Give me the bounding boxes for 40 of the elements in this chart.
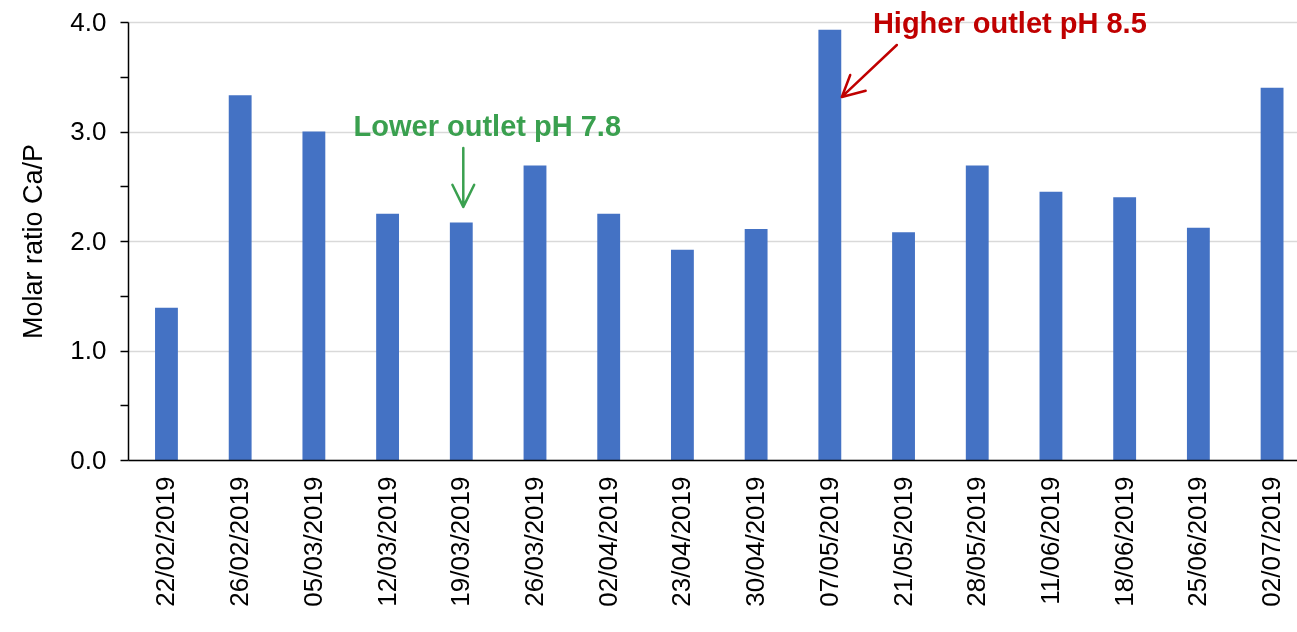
x-tick-label: 12/03/2019	[371, 476, 402, 607]
bar	[302, 131, 326, 460]
bar	[376, 213, 400, 460]
x-tick-label: 19/03/2019	[445, 476, 476, 607]
x-tick-label: 23/04/2019	[666, 476, 697, 607]
y-tick-label: 2.0	[70, 225, 107, 256]
x-tick-label: 02/07/2019	[1256, 476, 1287, 607]
bar	[892, 232, 915, 460]
y-axis-title: Molar ratio Ca/P	[18, 143, 49, 340]
x-tick-label: 26/02/2019	[224, 476, 255, 607]
x-tick-label: 07/05/2019	[813, 476, 844, 607]
bar	[523, 165, 547, 460]
bar	[155, 307, 178, 460]
x-tick-label: 28/05/2019	[961, 476, 992, 607]
bar	[1113, 197, 1137, 460]
bar	[228, 95, 252, 460]
y-tick-label: 3.0	[70, 116, 107, 146]
bar	[1039, 191, 1063, 460]
y-tick-label: 4.0	[70, 6, 107, 37]
x-tick-label: 30/04/2019	[740, 476, 771, 607]
x-tick-label: 05/03/2019	[297, 476, 328, 607]
x-tick-label: 11/06/2019	[1034, 476, 1065, 605]
bar	[449, 222, 473, 460]
bar	[670, 249, 694, 460]
bar	[597, 213, 621, 460]
annotation: Higher outlet pH 8.5	[872, 6, 1147, 39]
x-tick-label: 21/05/2019	[887, 476, 918, 607]
bar	[965, 165, 989, 460]
x-tick-label: 25/06/2019	[1182, 476, 1213, 607]
x-tick-label: 02/04/2019	[592, 476, 623, 607]
bar	[1186, 227, 1210, 460]
bar	[1260, 87, 1284, 460]
annotation: Lower outlet pH 7.8	[353, 110, 622, 143]
x-tick-label: 26/03/2019	[519, 476, 549, 607]
bar	[818, 29, 842, 460]
bar	[744, 228, 768, 460]
y-tick-label: 0.0	[70, 444, 107, 475]
x-tick-label: 22/02/2019	[150, 476, 181, 607]
y-tick-label: 1.0	[70, 335, 107, 365]
x-tick-label: 18/06/2019	[1108, 476, 1139, 607]
